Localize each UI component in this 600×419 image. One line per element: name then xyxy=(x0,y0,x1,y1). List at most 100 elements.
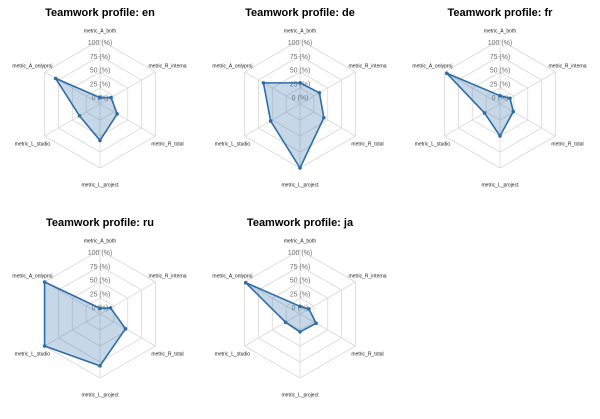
axis-label: metric_L_studio xyxy=(15,352,51,358)
grid-ring xyxy=(85,297,115,331)
data-point xyxy=(317,91,322,95)
data-point xyxy=(98,364,102,368)
axis-label: metric_A_both xyxy=(484,29,516,35)
ring-label: 75 (%) xyxy=(490,54,511,61)
axis-label: metric_L_project xyxy=(482,183,520,189)
axis-label: metric_L_studio xyxy=(215,352,251,358)
ring-label: 0 (%) xyxy=(492,95,509,102)
data-point xyxy=(444,71,449,76)
data-point xyxy=(98,306,102,311)
ring-label: 100 (%) xyxy=(288,250,313,257)
ring-label: 100 (%) xyxy=(88,250,113,257)
axis-label: metric_A_onlyproj xyxy=(12,64,52,70)
axis-label: metric_L_project xyxy=(82,183,120,189)
chart-title-fr: Teamwork profile: fr xyxy=(447,7,553,19)
data-point xyxy=(261,81,266,85)
axis-label: metric_L_project xyxy=(82,393,120,399)
grid-ring xyxy=(285,87,315,121)
axis-label: metric_L_project xyxy=(282,183,320,189)
data-point xyxy=(98,95,102,100)
ring-label: 100 (%) xyxy=(88,40,113,47)
ring-label: 50 (%) xyxy=(290,68,311,75)
axis-label: metric_L_studio xyxy=(15,142,51,148)
grid-ring xyxy=(258,55,342,153)
data-point xyxy=(98,138,102,143)
chart-title-ja: Teamwork profile: ja xyxy=(246,217,354,229)
grid-ring xyxy=(458,55,542,153)
data-polygon xyxy=(244,281,317,333)
radar-plot-ja: 100 (%) 75 (%) 50 (%) 25 (%) 0 (%) metric_A_b… xyxy=(212,239,387,399)
axis-label: metric_R_total xyxy=(551,142,583,148)
ring-label: 100 (%) xyxy=(288,40,313,47)
radar-plot-fr: 100 (%) 75 (%) 50 (%) 25 (%) 0 (%) metric_A_b… xyxy=(412,29,587,189)
data-point xyxy=(298,81,302,85)
data-point xyxy=(298,166,302,170)
grid-ring xyxy=(71,71,129,137)
grid-ring xyxy=(71,281,129,347)
ring-label: 25 (%) xyxy=(290,291,311,298)
ring-label: 50 (%) xyxy=(90,278,111,285)
ring-label: 75 (%) xyxy=(90,54,111,61)
chart-title-en: Teamwork profile: en xyxy=(45,7,155,19)
axis-label: metric_L_studio xyxy=(215,142,251,148)
radar-plot-ru: 100 (%)75 (%)50 (%)25 (%)0 (%)metric_A_b… xyxy=(12,239,186,399)
axis-label: metric_A_onlyproj xyxy=(12,274,52,280)
axis-label: metric_R_interna xyxy=(149,64,187,70)
data-point xyxy=(322,115,326,120)
ring-label: 75 (%) xyxy=(290,54,311,61)
data-point xyxy=(243,280,248,285)
data-point xyxy=(498,134,502,138)
ring-label: 0 (%) xyxy=(292,95,309,102)
axis-label: metric_R_interna xyxy=(349,64,387,70)
axis-label: metric_L_studio xyxy=(415,142,451,148)
ring-label: 50 (%) xyxy=(90,68,111,75)
data-point xyxy=(123,326,128,331)
ring-label: 25 (%) xyxy=(90,291,111,298)
axis-label: metric_L_project xyxy=(282,393,320,399)
axis-label: metric_R_interna xyxy=(549,64,587,70)
data-point xyxy=(508,96,512,101)
ring-label: 0 (%) xyxy=(292,305,309,312)
ring-label: 25 (%) xyxy=(290,81,311,88)
chart-title-de: Teamwork profile: de xyxy=(245,7,355,19)
axis-label: metric_R_total xyxy=(151,352,183,358)
data-point xyxy=(77,114,82,118)
radar-chart-ja: Teamwork profile: ja 100 (%) 75 (%) 50 (%)… xyxy=(200,210,400,419)
radar-chart-ru: Teamwork profile: ru 100 (%) 75 (%) 50 (%)… xyxy=(0,210,200,419)
data-point xyxy=(42,344,47,348)
data-point xyxy=(298,330,302,334)
grid-ring xyxy=(444,39,556,169)
grid-ring xyxy=(58,265,142,363)
grid-ring xyxy=(258,265,342,363)
grid-ring xyxy=(485,87,515,121)
data-point xyxy=(42,280,47,284)
axis-label: metric_R_interna xyxy=(349,274,387,280)
grid-ring xyxy=(85,87,115,121)
ring-label: 50 (%) xyxy=(490,68,511,75)
ring-label: 25 (%) xyxy=(90,81,111,88)
grid-ring xyxy=(271,281,329,347)
axis-label: metric_R_total xyxy=(351,352,383,358)
axis-label: metric_A_both xyxy=(284,239,316,245)
data-point xyxy=(53,76,58,81)
axis-label: metric_A_both xyxy=(84,239,116,245)
data-point xyxy=(298,304,302,309)
ring-label: 25 (%) xyxy=(490,81,511,88)
data-point xyxy=(109,95,113,100)
radar-chart-fr: Teamwork profile: fr 100 (%) 75 (%) 50 (%)… xyxy=(400,0,600,210)
radar-plot-de: 100 (%) 75 (%) 50 (%) 25 (%) 0 (%) metric_A_b… xyxy=(212,29,387,189)
axis-label: metric_R_total xyxy=(351,142,383,148)
data-point xyxy=(283,320,288,325)
axis-label: metric_A_both xyxy=(284,29,316,35)
chart-title-ru: Teamwork profile: ru xyxy=(46,217,154,229)
axis-label: metric_R_total xyxy=(151,142,183,148)
axis-label: metric_A_onlyproj xyxy=(212,274,252,280)
axis-label: metric_A_both xyxy=(84,29,116,35)
data-polygon xyxy=(262,82,325,169)
data-point xyxy=(307,307,311,311)
empty-cell xyxy=(400,210,600,419)
data-point xyxy=(482,111,487,115)
radar-chart-de: Teamwork profile: de 100 (%) 75 (%) 50 (%)… xyxy=(200,0,400,210)
